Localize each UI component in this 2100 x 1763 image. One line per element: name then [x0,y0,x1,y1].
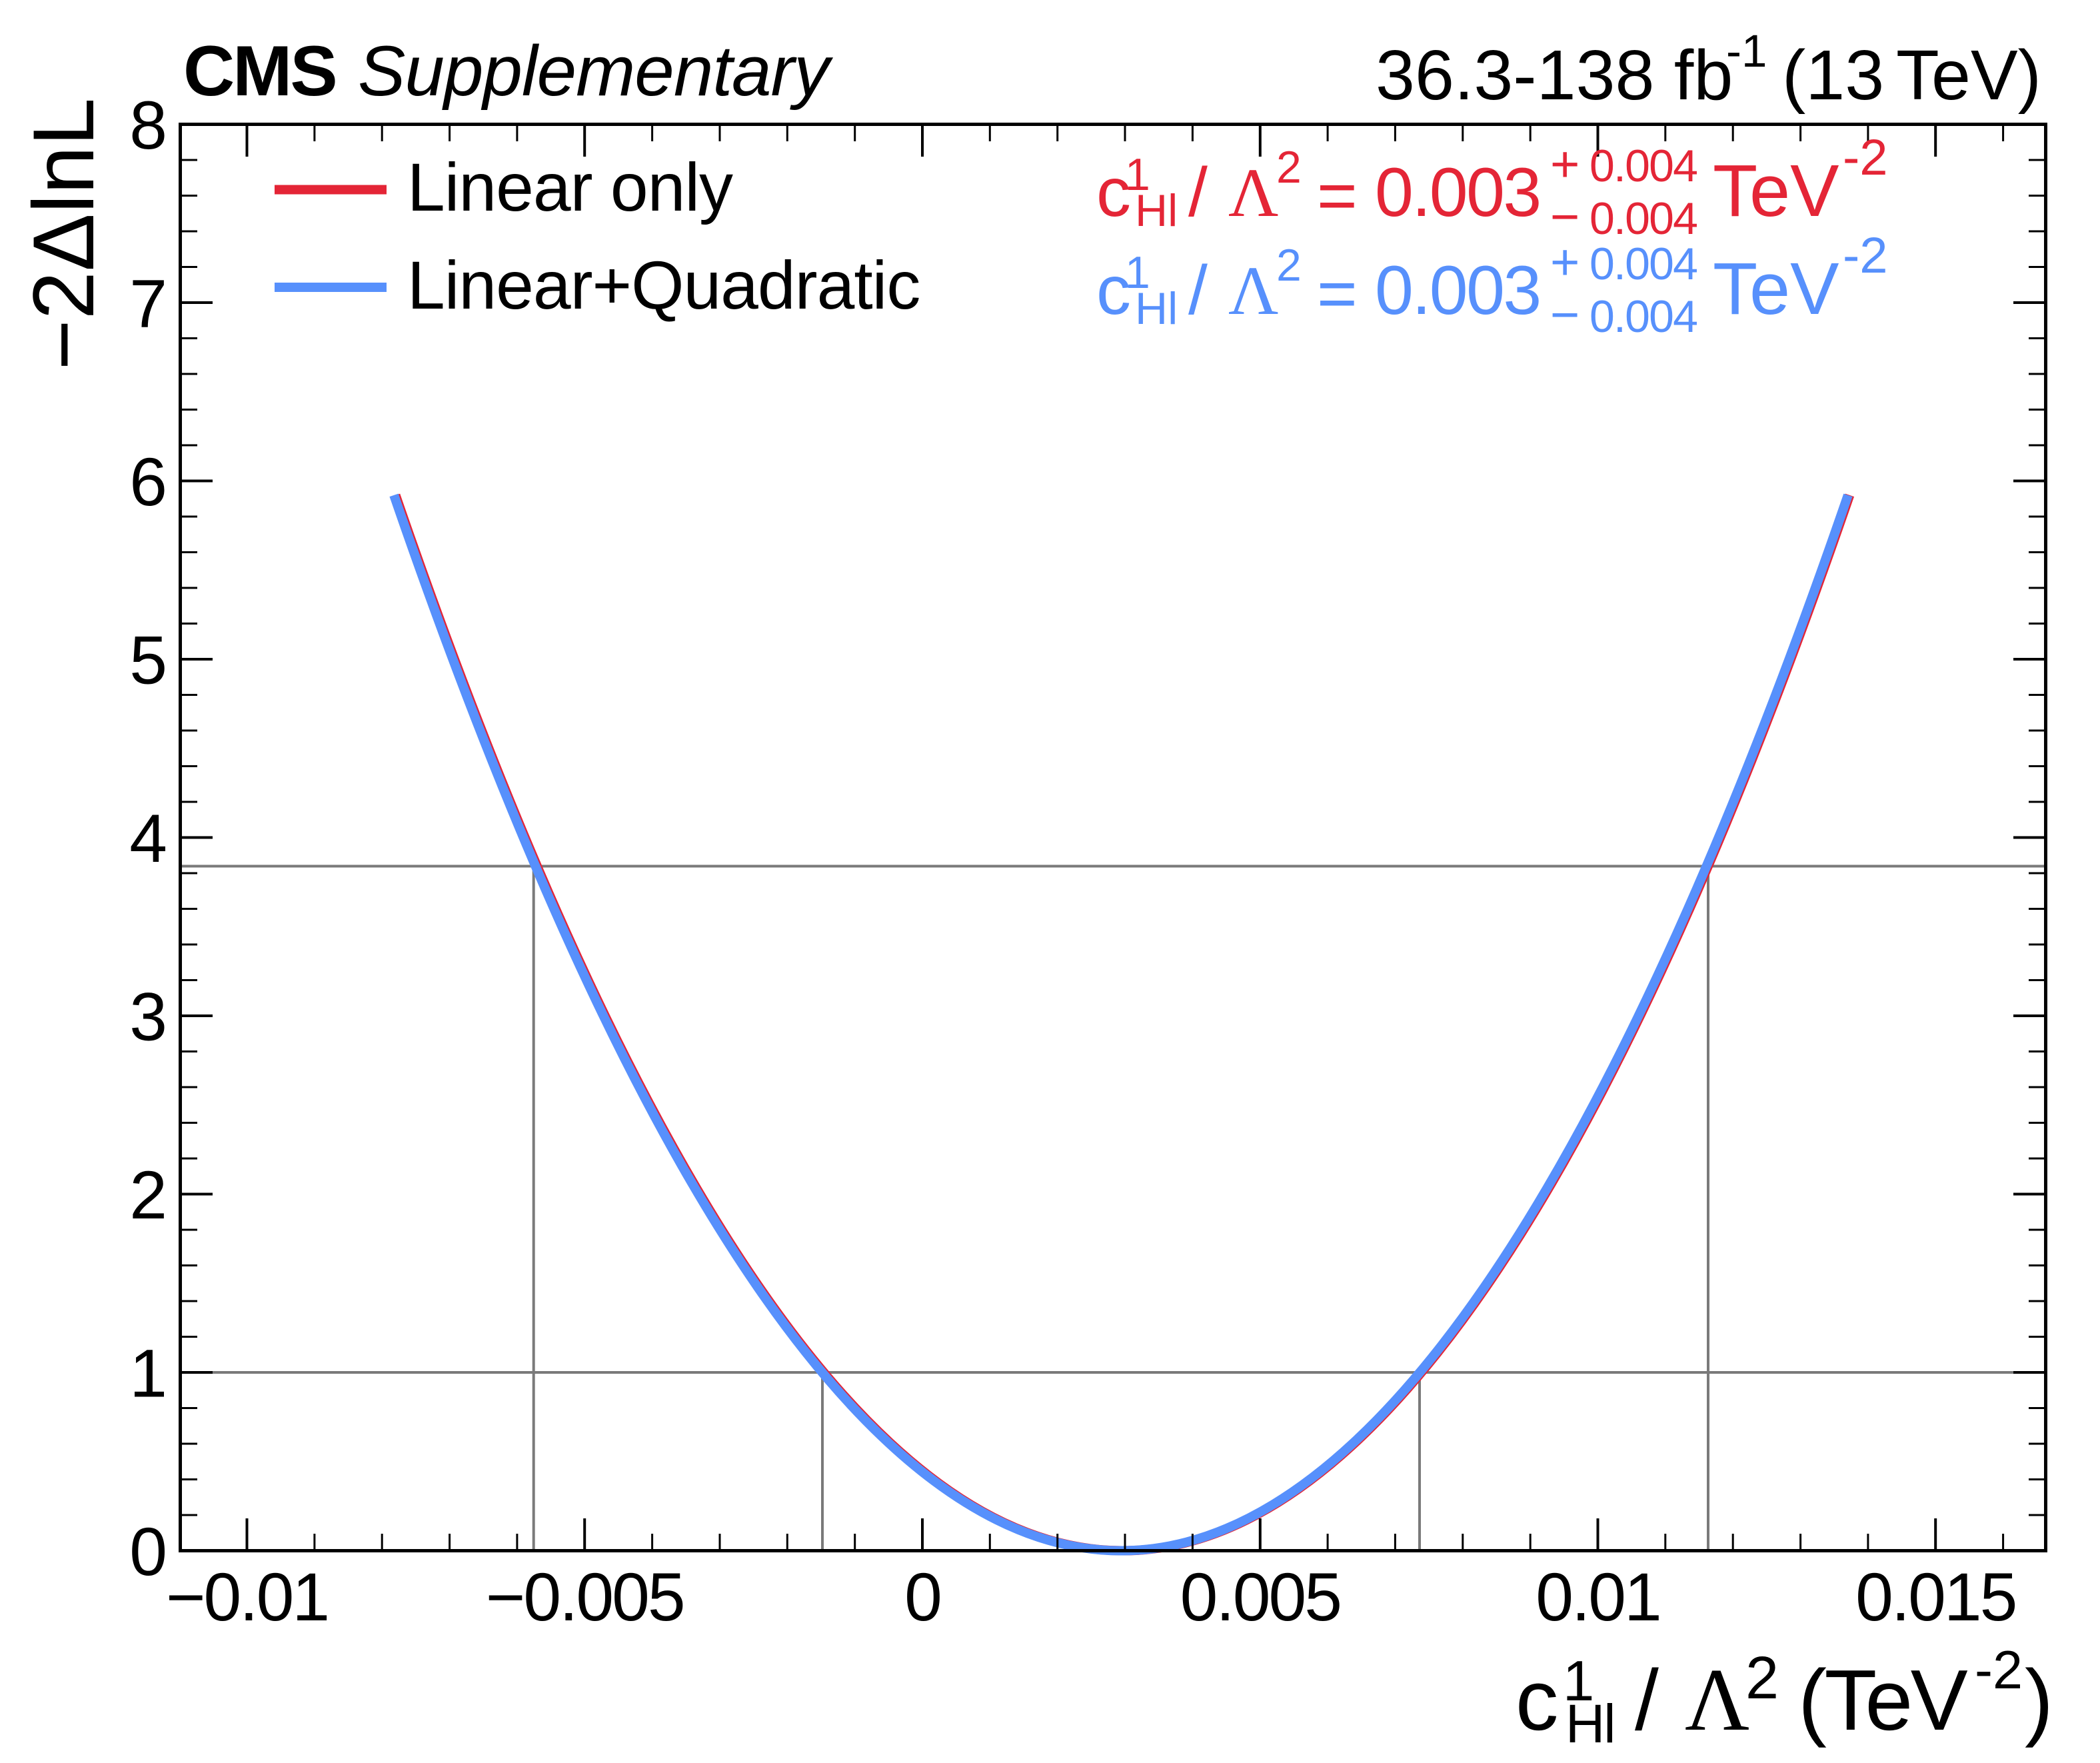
svg-text:0.004: 0.004 [1589,193,1697,244]
svg-text:-2: -2 [1975,1640,2023,1700]
svg-text:0.01: 0.01 [1536,1559,1660,1635]
svg-text:−: − [1550,287,1579,343]
svg-text:): ) [2025,1652,2053,1748]
svg-text:0.004: 0.004 [1589,291,1697,342]
svg-text:−0.005: −0.005 [486,1559,684,1635]
svg-text:/: / [1188,154,1208,231]
svg-text:Linear only: Linear only [407,149,733,225]
svg-text:1: 1 [1125,247,1150,298]
svg-text:TeV): TeV) [1896,36,2041,115]
svg-text:=: = [1317,157,1358,235]
svg-text:CMS: CMS [183,31,336,111]
svg-text:Λ: Λ [1228,155,1278,231]
svg-text:3: 3 [129,979,167,1055]
svg-text:2: 2 [1276,142,1302,193]
svg-text:36.3-138 fb: 36.3-138 fb [1376,36,1733,115]
svg-text:−0.01: −0.01 [166,1559,328,1635]
svg-text:+: + [1550,234,1579,291]
svg-text:0.003: 0.003 [1375,252,1540,329]
svg-text:4: 4 [129,801,167,877]
svg-text:/: / [1188,252,1208,329]
svg-text:-1: -1 [1726,25,1767,77]
svg-text:c: c [1096,252,1131,329]
svg-text:0: 0 [904,1559,940,1635]
svg-text:6: 6 [129,444,167,520]
svg-text:Hl: Hl [1135,283,1178,334]
svg-text:−: − [1550,189,1579,245]
svg-text:8: 8 [129,87,167,163]
svg-text:0.015: 0.015 [1855,1559,2015,1635]
svg-text:2: 2 [129,1157,167,1233]
svg-text:-2: -2 [1843,227,1888,284]
svg-text:TeV: TeV [1713,248,1839,330]
svg-text:2: 2 [1745,1645,1779,1712]
svg-text:Linear+Quadratic: Linear+Quadratic [407,247,920,323]
svg-text:c: c [1516,1652,1559,1748]
svg-text:c: c [1096,154,1131,231]
svg-text:Supplementary: Supplementary [358,31,833,111]
svg-text:1: 1 [129,1336,167,1412]
svg-text:Hl: Hl [1135,185,1178,236]
svg-text:0.005: 0.005 [1180,1559,1340,1635]
svg-text:0.004: 0.004 [1589,141,1697,191]
svg-text:0.003: 0.003 [1375,154,1540,231]
svg-text:-2: -2 [1843,129,1888,186]
svg-text:2: 2 [1276,240,1302,291]
svg-text:Λ: Λ [1685,1650,1749,1749]
svg-text:−2ΔlnL: −2ΔlnL [15,98,112,371]
svg-text:+: + [1550,136,1579,193]
svg-text:0: 0 [129,1514,167,1590]
svg-text:0.004: 0.004 [1589,239,1697,289]
svg-text:/: / [1635,1652,1659,1748]
svg-text:5: 5 [129,623,167,699]
svg-text:Λ: Λ [1228,253,1278,329]
svg-text:TeV: TeV [1713,150,1839,232]
svg-text:1: 1 [1125,149,1150,200]
svg-text:Hl: Hl [1566,1694,1614,1754]
svg-text:=: = [1317,255,1358,333]
svg-text:(TeV: (TeV [1798,1652,1968,1748]
svg-text:1: 1 [1563,1650,1594,1713]
svg-text:(13: (13 [1782,36,1884,115]
svg-text:7: 7 [129,266,167,342]
